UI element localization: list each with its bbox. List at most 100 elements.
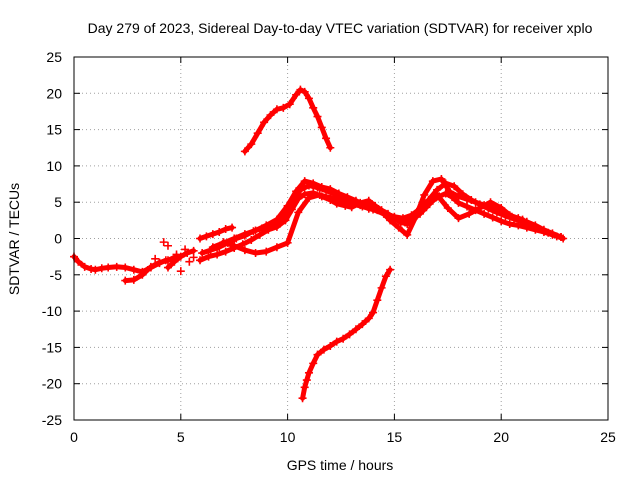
data-point-marker [347,199,356,208]
data-point-marker [181,245,190,254]
data-point-marker [260,118,269,127]
data-point-marker [230,241,239,250]
data-point-marker [475,204,484,213]
data-point-marker [319,345,328,354]
data-point-marker [364,196,373,205]
data-point-marker [298,394,307,403]
y-tick-label: -5 [50,267,63,283]
data-point-marker [104,263,113,272]
data-point-marker [272,105,281,114]
data-point-marker [548,229,557,238]
data-point-marker [189,253,198,262]
data-point-marker [351,325,360,334]
data-point-marker [377,283,386,292]
data-point-marker [272,215,281,224]
data-point-marker [428,177,437,186]
series-arc-lower [298,265,395,403]
series-line [242,87,333,154]
data-point-marker [292,187,301,196]
data-point-marker [334,189,343,198]
x-tick-label: 0 [70,429,78,445]
ticks [73,56,609,421]
data-point-marker [292,90,301,99]
data-point-marker [309,179,318,188]
data-point-marker [539,225,548,234]
data-point-marker [172,250,181,259]
data-point-marker [386,265,395,274]
data-point-marker [294,208,303,217]
data-point-marker [390,214,399,223]
data-point-marker [251,226,260,235]
data-point-marker [471,198,480,207]
data-point-marker [497,204,506,213]
data-point-marker [302,376,311,385]
data-point-marker [326,185,335,194]
data-point-marker [345,330,354,339]
x-tick-label: 5 [177,429,185,445]
data-point-marker [91,265,100,274]
data-point-marker [339,334,348,343]
data-point-marker [80,262,89,271]
data-point-marker [332,337,341,346]
data-point-marker [196,256,205,265]
data-point-marker [251,249,260,258]
x-tick-label: 20 [493,429,509,445]
data-point-marker [433,190,442,199]
data-point-marker [450,182,459,191]
data-point-marker [507,212,516,221]
data-point-marker [454,214,463,223]
data-point-marker [322,134,331,143]
data-point-marker [422,199,431,208]
data-point-marker [394,223,403,232]
y-tick-label: 20 [46,85,62,101]
data-point-marker [168,256,177,265]
series-arc-upper [240,85,335,156]
x-axis-label: GPS time / hours [287,457,394,473]
data-point-marker [313,112,322,121]
data-point-marker [300,87,309,96]
data-point-marker [309,359,318,368]
x-tick-label: 25 [600,429,616,445]
data-point-marker [240,147,249,156]
data-point-marker [221,247,230,256]
series-layer [70,85,568,403]
y-tick-label: 15 [46,122,62,138]
data-point-marker [255,230,264,239]
data-point-marker [129,265,138,274]
grid [74,57,608,420]
data-point-marker [300,177,309,186]
data-point-marker [309,103,318,112]
data-point-marker [213,250,222,259]
data-point-marker [411,211,420,220]
y-axis-label: SDTVAR / TECUs [6,183,22,295]
data-point-marker [74,257,83,266]
data-point-marker [196,234,205,243]
data-point-marker [283,238,292,247]
data-point-marker [185,257,194,266]
data-point-marker [465,209,474,218]
data-point-marker [228,223,237,232]
data-point-marker [313,350,322,359]
data-point-marker [315,190,324,199]
data-point-marker [208,230,217,239]
data-point-marker [121,263,130,272]
data-point-marker [304,94,313,103]
data-point-marker [262,247,271,256]
data-point-marker [121,276,130,285]
data-point-marker [317,182,326,191]
data-point-marker [296,85,305,94]
y-tick-label: -10 [42,303,62,319]
data-point-marker [326,341,335,350]
data-point-marker [198,249,207,258]
data-point-marker [247,140,256,149]
data-point-marker [358,320,367,329]
data-point-marker [300,190,309,199]
data-point-marker [300,383,309,392]
data-point-marker [373,296,382,305]
data-point-marker [304,368,313,377]
data-point-marker [159,238,168,247]
y-tick-label: 25 [46,49,62,65]
data-point-marker [497,217,506,226]
x-tick-label: 15 [387,429,403,445]
